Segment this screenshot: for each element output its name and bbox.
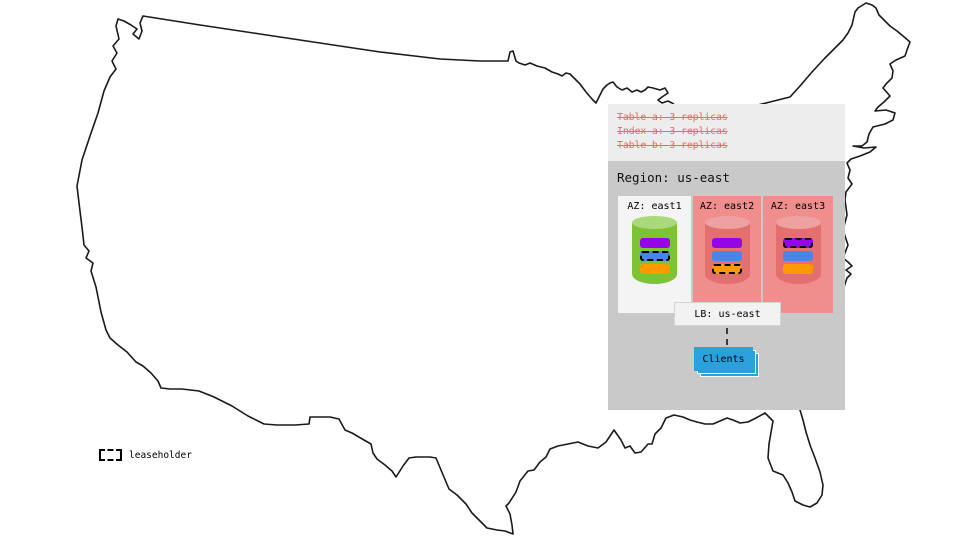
replica-bar-table-b [783, 264, 813, 274]
region-us-east: Region: us-east AZ: east1 AZ: east2 [608, 161, 845, 410]
note-line-table-b: Table b: 3 replicas [617, 140, 728, 151]
replica-bar-table-a [639, 238, 670, 248]
replica-bar-index-a [783, 251, 813, 261]
clients-card-front: Clients [694, 347, 753, 371]
replica-bar-table-b [639, 264, 670, 274]
az-label-east2: AZ: east2 [699, 201, 755, 212]
note-line-table-a: Table a: 3 replicas [617, 112, 728, 123]
az-box-east3: AZ: east3 [763, 196, 833, 313]
legend-label: leaseholder [129, 449, 192, 461]
az-label-east3: AZ: east3 [770, 201, 826, 212]
replica-bar-index-a-leaseholder [639, 251, 670, 261]
database-cylinder-east2-icon [704, 216, 750, 284]
az-box-east2: AZ: east2 [693, 196, 761, 313]
az-box-east1: AZ: east1 [618, 196, 691, 313]
region-label: Region: us-east [617, 170, 730, 185]
replica-bar-table-a-leaseholder [783, 238, 813, 248]
region-stack: Table a: 3 replicas Index a: 3 replicas … [608, 104, 845, 410]
replica-bar-table-b-leaseholder [712, 264, 742, 274]
leaseholder-dashed-swatch-icon [99, 449, 122, 461]
replica-bar-index-a [712, 251, 742, 261]
database-cylinder-east3-icon [775, 216, 821, 284]
legend: leaseholder [99, 449, 192, 461]
database-cylinder-east1-icon [632, 216, 677, 284]
zone-config-note: Table a: 3 replicas Index a: 3 replicas … [608, 104, 845, 161]
az-label-east1: AZ: east1 [627, 201, 682, 212]
note-line-index-a: Index a: 3 replicas [617, 126, 728, 137]
load-balancer-box: LB: us-east [674, 302, 781, 326]
clients-stack: Clients [694, 347, 759, 377]
lb-clients-dashed-connector [726, 328, 728, 345]
replica-bar-table-a [712, 238, 742, 248]
